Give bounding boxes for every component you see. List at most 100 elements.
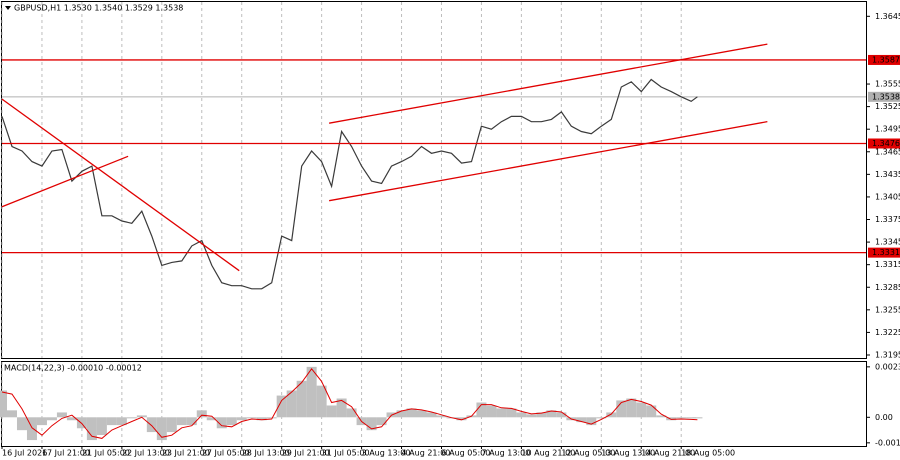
macd-bar: [0, 390, 7, 418]
current-price-label: 1.3538: [872, 92, 900, 101]
macd-bar: [186, 417, 197, 426]
macd-bar: [266, 417, 277, 419]
macd-bar: [396, 410, 407, 418]
trend-line: [1, 155, 129, 208]
y-tick-label: 1.3345: [875, 238, 900, 247]
macd-bar: [546, 410, 557, 418]
menu-icon: [5, 6, 11, 10]
y-tick-label: 1.3195: [875, 350, 900, 359]
macd-bar: [506, 408, 517, 418]
macd-bar: [486, 405, 497, 418]
x-tick-label: 21 Jul 05:00: [82, 449, 130, 458]
y-tick-label: 0.00: [875, 413, 893, 422]
macd-bar: [376, 417, 387, 426]
level-label: 1.3331: [872, 248, 900, 257]
macd-bar: [256, 417, 267, 421]
y-tick-label: 1.3405: [875, 192, 900, 201]
level-label: 1.3476: [872, 139, 900, 148]
macd-bar: [676, 417, 687, 419]
macd-bar: [26, 417, 37, 441]
macd-bar: [216, 417, 227, 429]
macd-bar: [196, 410, 207, 418]
macd-bar: [586, 417, 597, 426]
macd-bar: [56, 412, 67, 418]
macd-bar: [366, 417, 377, 431]
macd-bar: [556, 412, 567, 418]
x-tick-label: 29 Jul 21:00: [282, 449, 330, 458]
macd-bar: [456, 417, 467, 421]
y-tick-label: 1.3645: [875, 12, 900, 21]
main-frame: [1, 1, 867, 359]
macd-bar: [296, 380, 307, 418]
macd-bar: [236, 417, 247, 421]
macd-bar: [316, 385, 327, 418]
macd-bar: [16, 417, 27, 431]
y-tick-label: 1.3225: [875, 328, 900, 337]
x-tick-label: 28 Jul 13:00: [242, 449, 290, 458]
macd-bar: [346, 408, 357, 418]
level-box: [868, 54, 900, 65]
y-tick-label: 1.3255: [875, 305, 900, 314]
macd-bar: [46, 417, 57, 421]
macd-bar: [526, 414, 537, 418]
y-tick-label: 1.3435: [875, 170, 900, 179]
macd-bar: [326, 405, 337, 418]
x-tick-label: 3 Aug 13:00: [362, 449, 411, 458]
macd-bar: [476, 402, 487, 418]
macd-bar: [66, 417, 77, 421]
macd-bar: [286, 390, 297, 418]
macd-bar: [116, 417, 127, 426]
macd-frame: [1, 361, 867, 447]
x-tick-label: 12 Aug 05:00: [561, 449, 615, 458]
y-tick-label: 1.3315: [875, 260, 900, 269]
y-tick-label: 1.3525: [875, 102, 900, 111]
macd-bar: [596, 417, 607, 419]
x-tick-label: 22 Jul 13:00: [122, 449, 170, 458]
macd-title: MACD(14,22,3) -0.00010 -0.00012: [4, 364, 142, 373]
macd-bar: [426, 412, 437, 418]
macd-bar: [126, 417, 137, 419]
x-tick-label: 31 Jul 05:00: [322, 449, 370, 458]
x-tick-label: 7 Aug 13:00: [481, 449, 530, 458]
macd-bar: [176, 417, 187, 426]
macd-bar: [626, 398, 637, 418]
signal-line: [1, 367, 698, 439]
macd-bar: [86, 417, 97, 441]
macd-bar: [646, 405, 657, 418]
macd-bar: [276, 395, 287, 418]
macd-bar: [156, 417, 167, 441]
macd-bar: [96, 417, 107, 436]
macd-bar: [636, 402, 647, 418]
macd-bar: [692, 417, 703, 419]
macd-bar: [536, 412, 547, 418]
macd-bar: [406, 408, 417, 418]
current-price-box: [868, 91, 900, 102]
chart-title: GBPUSD,H1 1.3530 1.3540 1.3529 1.3538: [14, 4, 183, 13]
macd-bar: [6, 410, 17, 418]
y-tick-label: 1.3285: [875, 283, 900, 292]
y-tick-label: 1.3465: [875, 147, 900, 156]
trend-line: [1, 98, 240, 272]
x-tick-label: 4 Aug 21:00: [402, 449, 451, 458]
x-tick-label: 10 Aug 21:00: [521, 449, 575, 458]
macd-bar: [136, 415, 147, 418]
level-box: [868, 138, 900, 149]
macd-bar: [306, 366, 317, 418]
y-tick-label: -0.00121: [875, 438, 900, 447]
macd-bar: [246, 417, 257, 419]
macd-bar: [576, 417, 587, 423]
macd-bar: [606, 412, 617, 418]
macd-bar: [106, 417, 117, 426]
macd-bar: [516, 412, 527, 418]
macd-bar: [336, 398, 347, 418]
price-line: [1, 78, 698, 290]
macd-bar: [666, 417, 677, 421]
x-tick-label: 27 Jul 05:00: [202, 449, 250, 458]
trend-line: [329, 43, 768, 124]
macd-bar: [416, 410, 427, 418]
y-tick-label: 0.00239: [875, 362, 900, 371]
x-tick-label: 14 Aug 21:00: [641, 449, 695, 458]
macd-bar: [166, 417, 177, 433]
